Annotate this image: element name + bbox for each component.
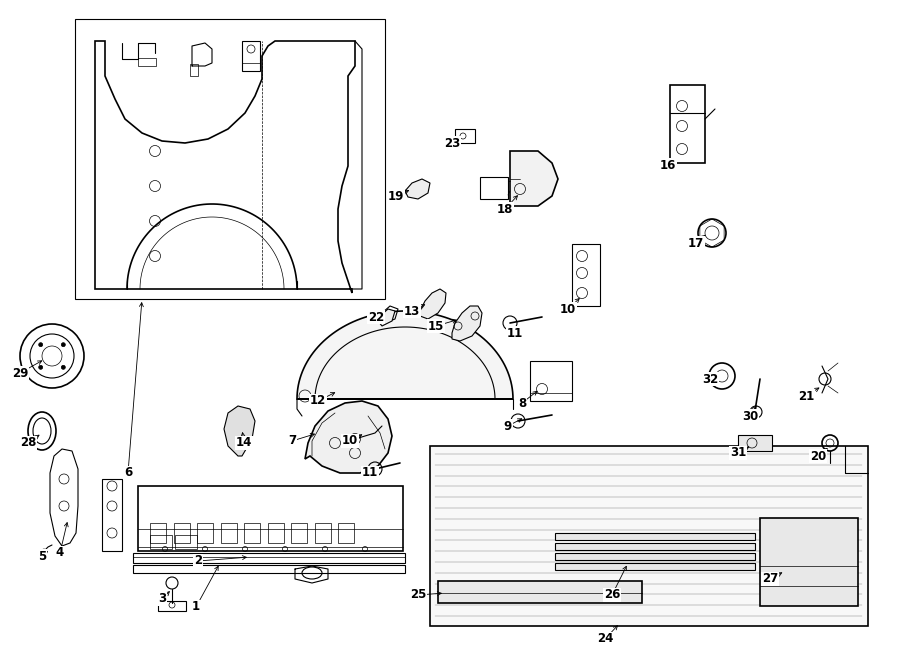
Text: 29: 29 bbox=[12, 366, 28, 379]
Bar bbox=[530, 361, 572, 401]
Bar bbox=[760, 518, 858, 606]
Circle shape bbox=[39, 342, 42, 346]
Text: 31: 31 bbox=[730, 446, 746, 459]
Text: 32: 32 bbox=[702, 373, 718, 385]
Text: 10: 10 bbox=[342, 434, 358, 447]
Bar bbox=[75, 19, 385, 299]
Text: 7: 7 bbox=[288, 434, 296, 447]
Text: 3: 3 bbox=[158, 592, 166, 605]
Bar bbox=[670, 85, 705, 163]
Polygon shape bbox=[297, 311, 513, 399]
Text: 5: 5 bbox=[38, 549, 46, 563]
Text: 28: 28 bbox=[20, 436, 36, 449]
Bar bbox=[174, 523, 190, 543]
Text: 23: 23 bbox=[444, 137, 460, 149]
Text: 8: 8 bbox=[518, 397, 526, 410]
Bar bbox=[150, 535, 172, 549]
Text: 20: 20 bbox=[810, 449, 826, 463]
Polygon shape bbox=[224, 406, 255, 456]
Text: 19: 19 bbox=[388, 190, 404, 202]
Bar bbox=[555, 533, 755, 540]
Text: 18: 18 bbox=[497, 202, 513, 215]
Text: 17: 17 bbox=[688, 237, 704, 249]
Bar bbox=[197, 523, 213, 543]
Text: 30: 30 bbox=[742, 410, 758, 422]
Text: 12: 12 bbox=[310, 395, 326, 407]
Bar bbox=[102, 479, 122, 551]
Text: 22: 22 bbox=[368, 311, 384, 323]
Polygon shape bbox=[738, 435, 772, 451]
Bar bbox=[133, 553, 405, 563]
Text: 2: 2 bbox=[194, 555, 202, 568]
Bar bbox=[138, 486, 403, 551]
Polygon shape bbox=[420, 289, 446, 319]
Text: 21: 21 bbox=[798, 389, 814, 403]
Text: 11: 11 bbox=[507, 327, 523, 340]
Text: 26: 26 bbox=[604, 588, 620, 602]
Bar bbox=[220, 523, 237, 543]
Bar bbox=[572, 244, 600, 306]
Bar bbox=[267, 523, 284, 543]
Text: 6: 6 bbox=[124, 467, 132, 479]
Bar bbox=[291, 523, 307, 543]
Bar bbox=[175, 535, 197, 549]
Bar bbox=[338, 523, 354, 543]
Text: 27: 27 bbox=[762, 572, 778, 586]
Bar bbox=[158, 601, 186, 611]
Text: 25: 25 bbox=[410, 588, 427, 602]
Bar bbox=[555, 563, 755, 570]
Bar bbox=[150, 523, 166, 543]
Polygon shape bbox=[438, 581, 642, 603]
Circle shape bbox=[61, 342, 66, 346]
Text: 14: 14 bbox=[236, 436, 252, 449]
Bar bbox=[242, 41, 260, 71]
Text: 10: 10 bbox=[560, 303, 576, 315]
Bar bbox=[555, 543, 755, 550]
Circle shape bbox=[41, 549, 47, 555]
Bar bbox=[555, 553, 755, 560]
Bar bbox=[314, 523, 330, 543]
Bar bbox=[190, 64, 198, 76]
Bar bbox=[244, 523, 260, 543]
Bar bbox=[455, 129, 475, 143]
Text: 9: 9 bbox=[504, 420, 512, 432]
Text: 15: 15 bbox=[428, 319, 445, 332]
Text: 1: 1 bbox=[192, 600, 200, 613]
Polygon shape bbox=[305, 401, 392, 473]
Circle shape bbox=[39, 366, 42, 369]
Polygon shape bbox=[452, 306, 482, 341]
Bar bbox=[133, 565, 405, 573]
Polygon shape bbox=[510, 151, 558, 206]
Text: 4: 4 bbox=[56, 547, 64, 559]
Polygon shape bbox=[405, 179, 430, 199]
Text: 13: 13 bbox=[404, 305, 420, 317]
Bar bbox=[138, 58, 156, 66]
Circle shape bbox=[61, 366, 66, 369]
Polygon shape bbox=[430, 446, 868, 626]
Text: 11: 11 bbox=[362, 467, 378, 479]
Text: 24: 24 bbox=[597, 633, 613, 646]
Bar bbox=[480, 177, 508, 199]
Text: 16: 16 bbox=[660, 159, 676, 171]
Polygon shape bbox=[378, 309, 395, 326]
